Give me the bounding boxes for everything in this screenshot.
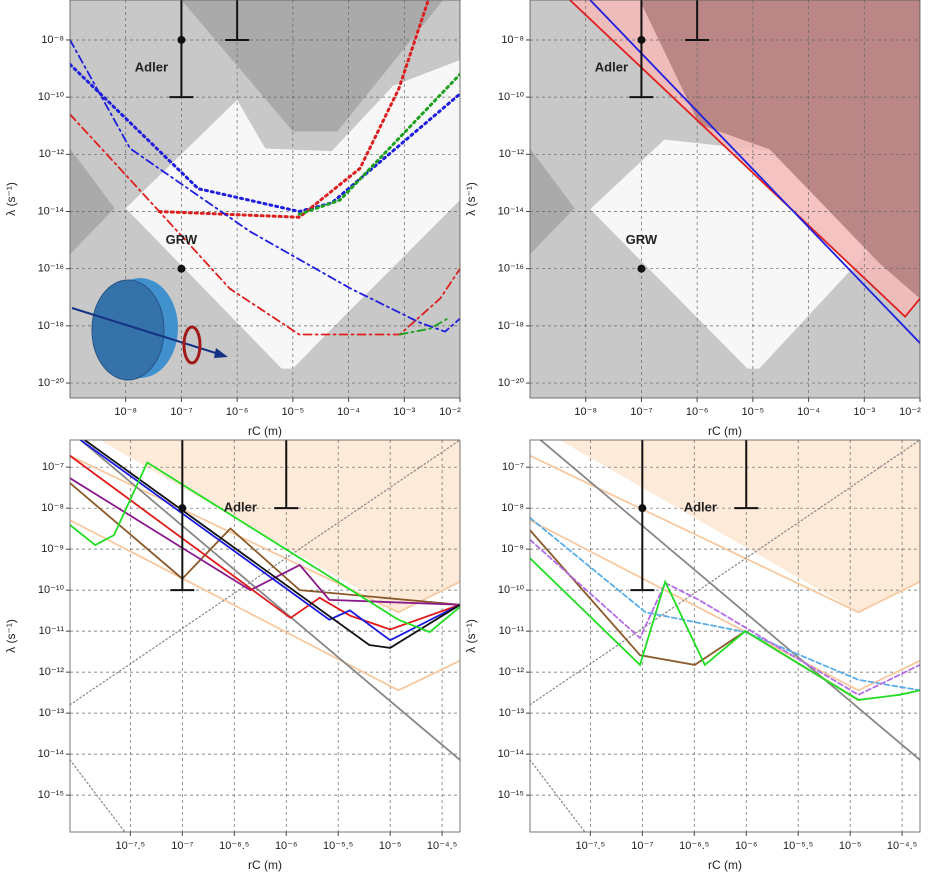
y-tick-label: 10⁻¹⁴ xyxy=(38,748,65,760)
disc-front xyxy=(92,280,164,380)
x-tick-label: 10⁻⁶ xyxy=(735,840,758,852)
x-tick-label: 10⁻⁴.⁵ xyxy=(887,840,917,852)
x-tick-label: 10⁻⁴ xyxy=(337,406,360,418)
x-tick-label: 10⁻⁶ xyxy=(275,840,298,852)
point-label: GRW xyxy=(166,232,198,247)
point-label: Adler xyxy=(684,500,717,515)
point-label: Adler xyxy=(595,59,628,74)
x-tick-label: 10⁻⁵ xyxy=(742,406,765,418)
y-axis-title: λ (s⁻¹) xyxy=(4,182,18,216)
y-tick-label: 10⁻¹⁰ xyxy=(38,91,65,103)
y-tick-label: 10⁻⁸ xyxy=(501,34,524,46)
x-tick-label: 10⁻⁷ xyxy=(170,406,192,418)
y-tick-label: 10⁻¹² xyxy=(39,148,65,160)
y-tick-label: 10⁻¹² xyxy=(499,148,525,160)
point xyxy=(178,504,186,512)
x-tick-label: 10⁻⁵ xyxy=(839,840,862,852)
y-tick-label: 10⁻⁸ xyxy=(501,502,524,514)
y-tick-label: 10⁻¹⁰ xyxy=(38,584,65,596)
x-tick-label: 10⁻⁷.⁵ xyxy=(116,840,146,852)
x-axis-title: rC (m) xyxy=(248,424,282,438)
panel: 10⁻⁸ 10⁻⁷ 10⁻⁶ 10⁻⁵ 10⁻⁴ 10⁻³ 10⁻² 10⁻⁸ 10⁻¹⁰ 10⁻… xyxy=(4,0,461,438)
x-axis-title: rC (m) xyxy=(708,424,742,438)
x-tick-label: 10⁻⁸ xyxy=(574,406,597,418)
panel: 10⁻⁷.⁵ 10⁻⁷ 10⁻⁶.⁵ 10⁻⁶ 10⁻⁵.⁵ 10⁻⁵ 10⁻⁴.⁵ 10⁻⁷… xyxy=(464,426,920,872)
x-tick-label: 10⁻⁶ xyxy=(686,406,709,418)
y-tick-label: 10⁻⁸ xyxy=(41,502,64,514)
y-tick-label: 10⁻¹⁴ xyxy=(38,205,65,217)
y-axis-title: λ (s⁻¹) xyxy=(464,619,478,653)
page: {"chart_data": [ {"type": "line", "xscal… xyxy=(0,0,931,882)
x-axis-title: rC (m) xyxy=(248,858,282,872)
x-tick-label: 10⁻⁴.⁵ xyxy=(427,840,457,852)
x-tick-label: 10⁻⁷ xyxy=(631,840,653,852)
y-tick-label: 10⁻¹⁸ xyxy=(498,320,524,332)
y-tick-label: 10⁻¹⁴ xyxy=(498,205,525,217)
y-tick-label: 10⁻²⁰ xyxy=(38,377,65,389)
point xyxy=(177,265,185,273)
y-tick-label: 10⁻¹⁶ xyxy=(498,263,524,275)
x-tick-label: 10⁻⁵ xyxy=(282,406,305,418)
figure: 10⁻⁸10⁻⁷10⁻⁶10⁻⁵10⁻⁴10⁻³10⁻²10⁻⁸10⁻¹⁰10⁻… xyxy=(0,0,931,882)
x-tick-label: 10⁻³ xyxy=(853,406,875,418)
x-tick-label: 10⁻⁴ xyxy=(797,406,820,418)
y-tick-label: 10⁻¹⁸ xyxy=(38,320,64,332)
y-tick-label: 10⁻¹² xyxy=(39,666,65,678)
y-axis-title: λ (s⁻¹) xyxy=(464,182,478,216)
y-tick-label: 10⁻¹⁶ xyxy=(38,263,64,275)
x-tick-label: 10⁻⁶ xyxy=(226,406,249,418)
x-tick-label: 10⁻⁵.⁵ xyxy=(783,840,813,852)
x-tick-label: 10⁻⁶.⁵ xyxy=(219,840,249,852)
y-tick-label: 10⁻¹⁵ xyxy=(38,789,64,801)
y-tick-label: 10⁻⁹ xyxy=(501,543,524,555)
x-tick-label: 10⁻³ xyxy=(393,406,415,418)
y-tick-label: 10⁻⁷ xyxy=(502,461,524,473)
y-tick-label: 10⁻²⁰ xyxy=(498,377,525,389)
y-tick-label: 10⁻¹¹ xyxy=(499,625,525,637)
y-tick-label: 10⁻¹⁰ xyxy=(498,91,525,103)
panel: 10⁻⁸ 10⁻⁷ 10⁻⁶ 10⁻⁵ 10⁻⁴ 10⁻³ 10⁻² 10⁻⁸ 10⁻¹⁰ 10⁻… xyxy=(464,0,921,438)
point-label: Adler xyxy=(135,59,168,74)
y-tick-label: 10⁻⁷ xyxy=(42,461,64,473)
panel: 10⁻⁷.⁵ 10⁻⁷ 10⁻⁶.⁵ 10⁻⁶ 10⁻⁵.⁵ 10⁻⁵ 10⁻⁴.⁵ 10⁻⁷… xyxy=(4,426,460,872)
x-tick-label: 10⁻⁶.⁵ xyxy=(679,840,709,852)
y-tick-label: 10⁻¹⁰ xyxy=(498,584,525,596)
y-tick-label: 10⁻¹¹ xyxy=(39,625,65,637)
y-tick-label: 10⁻¹³ xyxy=(39,707,65,719)
x-tick-label: 10⁻⁵ xyxy=(379,840,402,852)
x-tick-label: 10⁻⁸ xyxy=(114,406,137,418)
point xyxy=(177,36,185,44)
x-tick-label: 10⁻⁷.⁵ xyxy=(576,840,606,852)
y-tick-label: 10⁻⁸ xyxy=(41,34,64,46)
point-label: Adler xyxy=(224,500,257,515)
x-axis-title: rC (m) xyxy=(708,858,742,872)
y-tick-label: 10⁻¹⁵ xyxy=(498,789,524,801)
y-tick-label: 10⁻¹² xyxy=(499,666,525,678)
y-tick-label: 10⁻⁹ xyxy=(41,543,64,555)
x-tick-label: 10⁻⁷ xyxy=(171,840,193,852)
x-tick-label: 10⁻² xyxy=(439,406,461,418)
y-tick-label: 10⁻¹³ xyxy=(499,707,525,719)
point-label: GRW xyxy=(626,232,658,247)
point xyxy=(638,504,646,512)
point xyxy=(637,265,645,273)
y-tick-label: 10⁻¹⁴ xyxy=(498,748,525,760)
x-tick-label: 10⁻² xyxy=(899,406,921,418)
point xyxy=(637,36,645,44)
x-tick-label: 10⁻⁷ xyxy=(630,406,652,418)
x-tick-label: 10⁻⁵.⁵ xyxy=(323,840,353,852)
y-axis-title: λ (s⁻¹) xyxy=(4,619,18,653)
